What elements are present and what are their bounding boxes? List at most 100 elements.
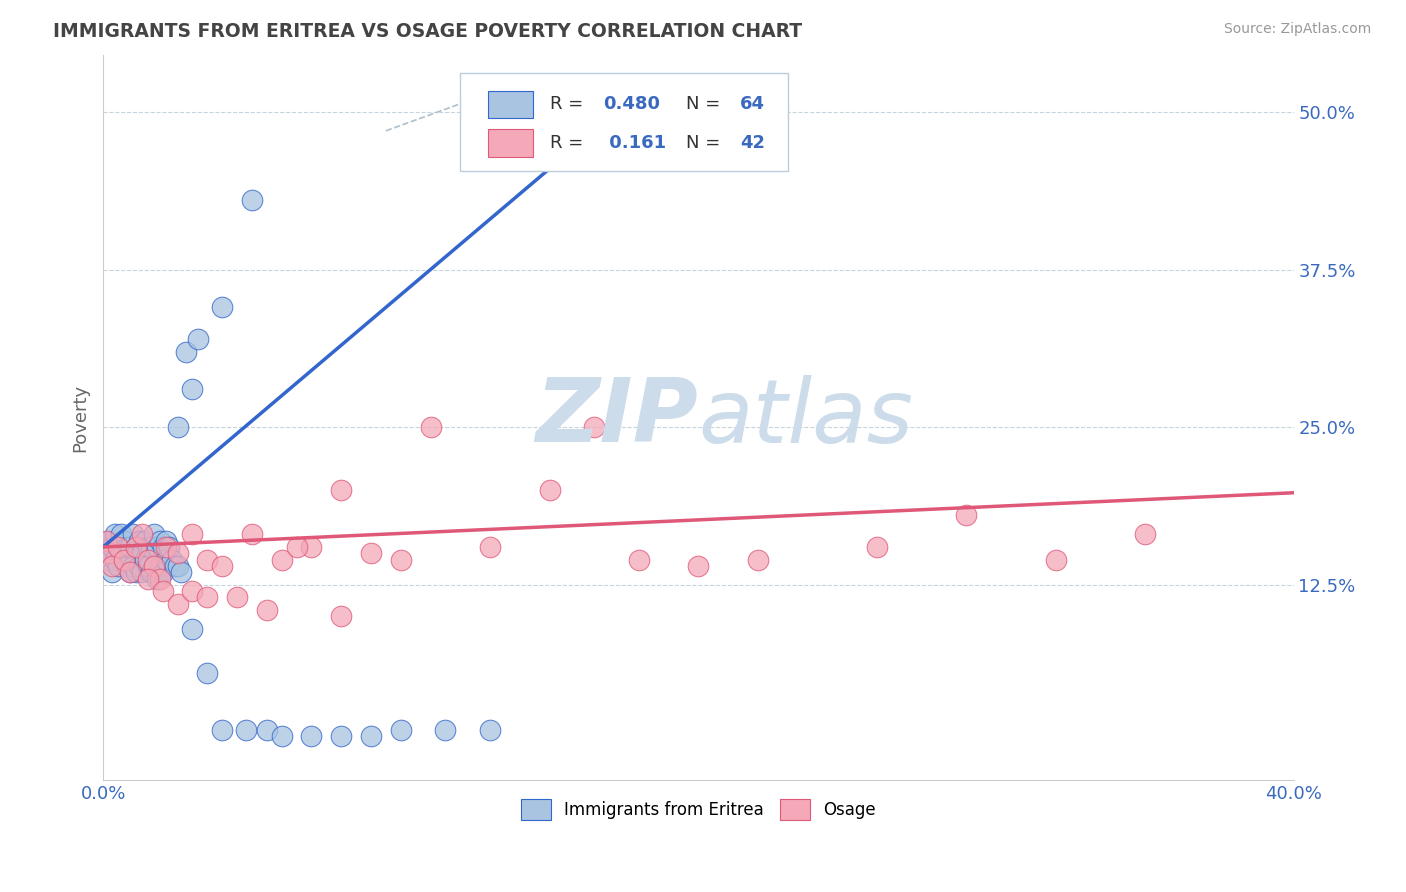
Text: R =: R = bbox=[550, 95, 589, 112]
Text: R =: R = bbox=[550, 134, 589, 152]
Point bbox=[101, 558, 124, 573]
Bar bbox=[488, 91, 533, 119]
Point bbox=[166, 420, 188, 434]
Point bbox=[747, 552, 769, 566]
Point bbox=[136, 572, 159, 586]
Point bbox=[181, 527, 204, 541]
Point bbox=[107, 558, 129, 573]
Point bbox=[110, 546, 132, 560]
Point bbox=[125, 540, 148, 554]
Point bbox=[169, 565, 191, 579]
Text: IMMIGRANTS FROM ERITREA VS OSAGE POVERTY CORRELATION CHART: IMMIGRANTS FROM ERITREA VS OSAGE POVERTY… bbox=[53, 22, 803, 41]
Point bbox=[330, 609, 353, 624]
Bar bbox=[488, 129, 533, 157]
Point bbox=[122, 558, 145, 573]
Point bbox=[155, 533, 177, 548]
Point bbox=[211, 558, 233, 573]
Point bbox=[152, 540, 174, 554]
Point bbox=[118, 540, 141, 554]
Point bbox=[187, 332, 209, 346]
Point bbox=[181, 622, 204, 636]
Point bbox=[125, 565, 148, 579]
Point bbox=[163, 558, 186, 573]
Point bbox=[145, 572, 167, 586]
Point bbox=[112, 552, 135, 566]
Point bbox=[125, 540, 148, 554]
Point bbox=[101, 540, 124, 554]
Point bbox=[149, 558, 172, 573]
Point bbox=[330, 729, 353, 743]
Point bbox=[149, 533, 172, 548]
Point bbox=[101, 565, 124, 579]
Point bbox=[160, 552, 183, 566]
Text: ZIP: ZIP bbox=[536, 375, 699, 461]
Point bbox=[285, 540, 308, 554]
Point bbox=[195, 666, 218, 681]
Point bbox=[330, 483, 353, 498]
Point bbox=[434, 723, 457, 737]
Point bbox=[181, 382, 204, 396]
Point bbox=[538, 483, 561, 498]
Point bbox=[166, 546, 188, 560]
Text: 42: 42 bbox=[740, 134, 765, 152]
Text: atlas: atlas bbox=[699, 375, 914, 461]
Point bbox=[104, 552, 127, 566]
Point bbox=[112, 552, 135, 566]
Point bbox=[136, 558, 159, 573]
Point bbox=[152, 565, 174, 579]
Point bbox=[226, 591, 249, 605]
Point bbox=[134, 552, 156, 566]
Point bbox=[115, 558, 138, 573]
Point bbox=[128, 533, 150, 548]
Point bbox=[139, 540, 162, 554]
Point bbox=[1045, 552, 1067, 566]
Text: N =: N = bbox=[686, 95, 727, 112]
Text: 0.480: 0.480 bbox=[603, 95, 661, 112]
Point bbox=[142, 558, 165, 573]
Point bbox=[419, 420, 441, 434]
Point bbox=[118, 565, 141, 579]
Point bbox=[955, 508, 977, 523]
Point bbox=[112, 533, 135, 548]
Point bbox=[479, 540, 502, 554]
Point bbox=[176, 344, 198, 359]
Point bbox=[240, 527, 263, 541]
Point bbox=[235, 723, 257, 737]
Point bbox=[181, 584, 204, 599]
Point bbox=[627, 552, 650, 566]
Y-axis label: Poverty: Poverty bbox=[72, 384, 89, 451]
Point bbox=[479, 723, 502, 737]
Point bbox=[107, 540, 129, 554]
Point bbox=[152, 584, 174, 599]
Point bbox=[98, 552, 121, 566]
Text: 64: 64 bbox=[740, 95, 765, 112]
Point bbox=[270, 729, 292, 743]
Point bbox=[142, 527, 165, 541]
Point bbox=[211, 301, 233, 315]
Point bbox=[389, 552, 412, 566]
Point bbox=[256, 603, 278, 617]
Point bbox=[301, 540, 323, 554]
Point bbox=[270, 552, 292, 566]
Point bbox=[115, 540, 138, 554]
Point bbox=[389, 723, 412, 737]
Point bbox=[139, 565, 162, 579]
Point bbox=[118, 565, 141, 579]
Point bbox=[195, 552, 218, 566]
Point bbox=[142, 558, 165, 573]
Point bbox=[131, 565, 153, 579]
Point bbox=[155, 540, 177, 554]
Point bbox=[98, 533, 121, 548]
Point bbox=[94, 533, 117, 548]
Point bbox=[166, 558, 188, 573]
Point bbox=[157, 540, 180, 554]
Point bbox=[149, 572, 172, 586]
Point bbox=[301, 729, 323, 743]
Point bbox=[98, 546, 121, 560]
Point bbox=[688, 558, 710, 573]
Text: Source: ZipAtlas.com: Source: ZipAtlas.com bbox=[1223, 22, 1371, 37]
Point bbox=[360, 729, 382, 743]
Point bbox=[145, 540, 167, 554]
Point bbox=[211, 723, 233, 737]
Text: 0.161: 0.161 bbox=[603, 134, 666, 152]
